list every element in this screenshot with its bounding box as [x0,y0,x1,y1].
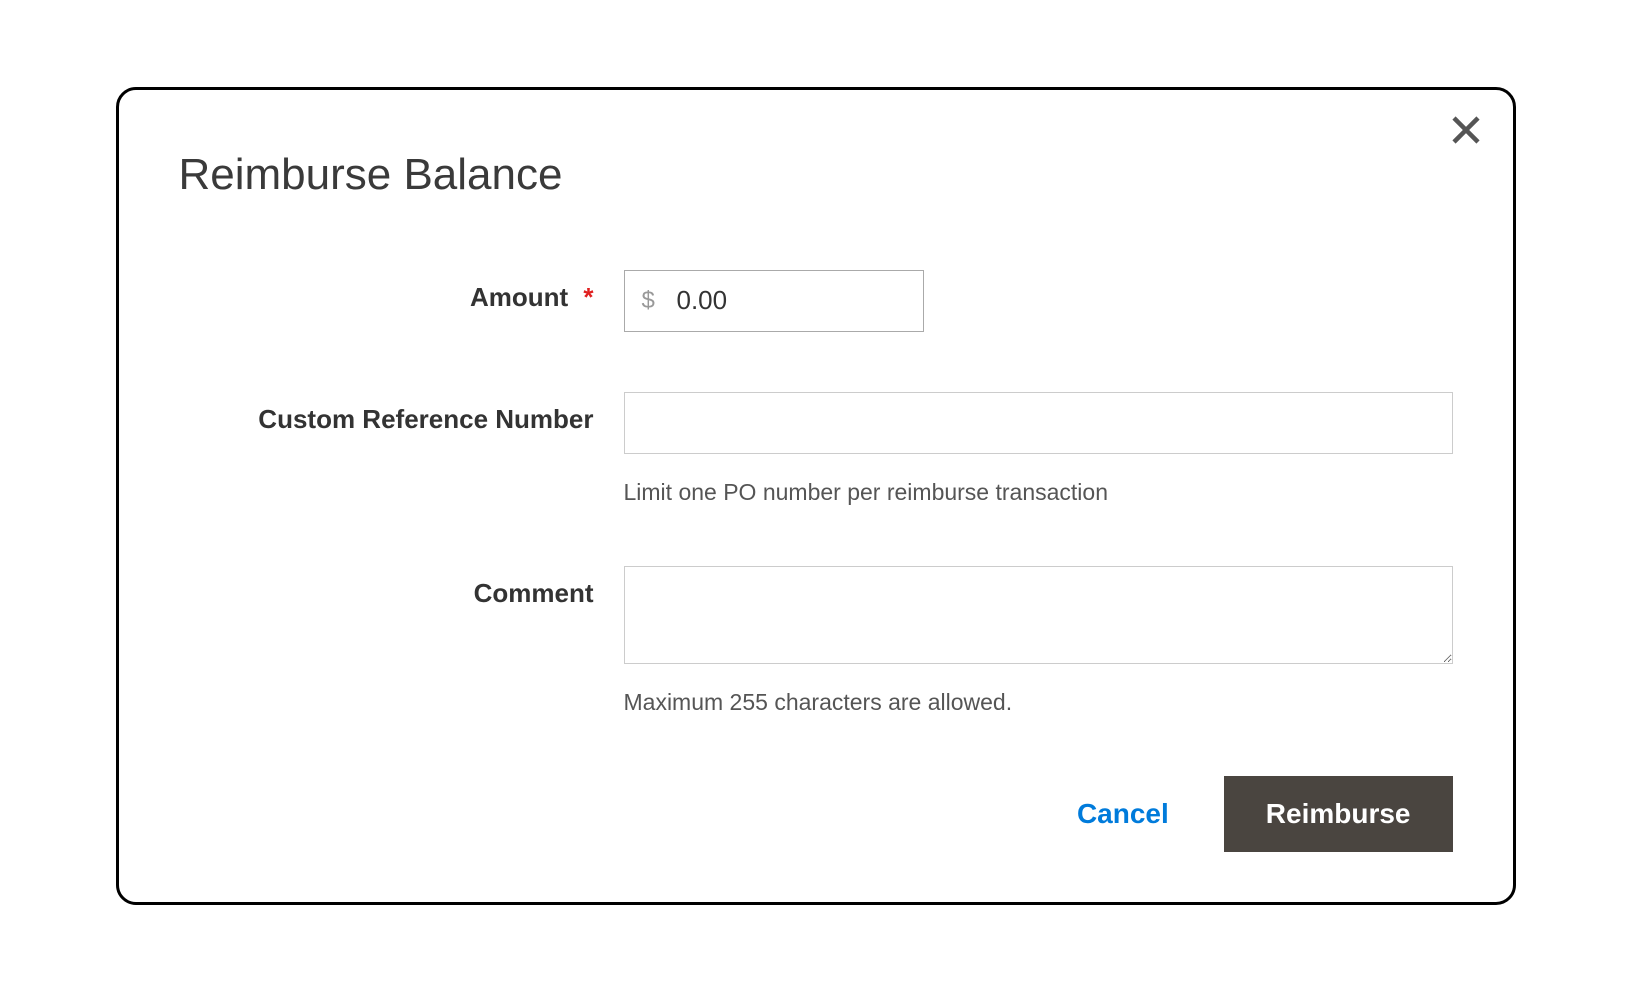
custom-reference-row: Custom Reference Number Limit one PO num… [179,392,1453,506]
amount-label: Amount * [179,270,624,313]
amount-row: Amount * $ [179,270,1453,332]
amount-label-text: Amount [470,282,568,312]
amount-field: $ [624,270,1453,332]
close-icon [1448,112,1484,148]
reimburse-button[interactable]: Reimburse [1224,776,1453,852]
comment-label: Comment [179,566,624,609]
custom-reference-helper: Limit one PO number per reimburse transa… [624,479,1453,506]
comment-row: Comment Maximum 255 characters are allow… [179,566,1453,716]
button-row: Cancel Reimburse [179,776,1453,852]
modal-title: Reimburse Balance [179,150,1453,200]
required-indicator: * [583,282,593,312]
comment-textarea[interactable] [624,566,1453,664]
cancel-button[interactable]: Cancel [1077,798,1169,830]
custom-reference-label: Custom Reference Number [179,392,624,435]
comment-field: Maximum 255 characters are allowed. [624,566,1453,716]
comment-helper: Maximum 255 characters are allowed. [624,689,1453,716]
amount-input-wrapper: $ [624,270,924,332]
custom-reference-input[interactable] [624,392,1453,454]
close-button[interactable] [1444,108,1488,152]
custom-reference-field: Limit one PO number per reimburse transa… [624,392,1453,506]
amount-input[interactable] [624,270,924,332]
reimburse-balance-modal: Reimburse Balance Amount * $ Custom Refe… [116,87,1516,905]
